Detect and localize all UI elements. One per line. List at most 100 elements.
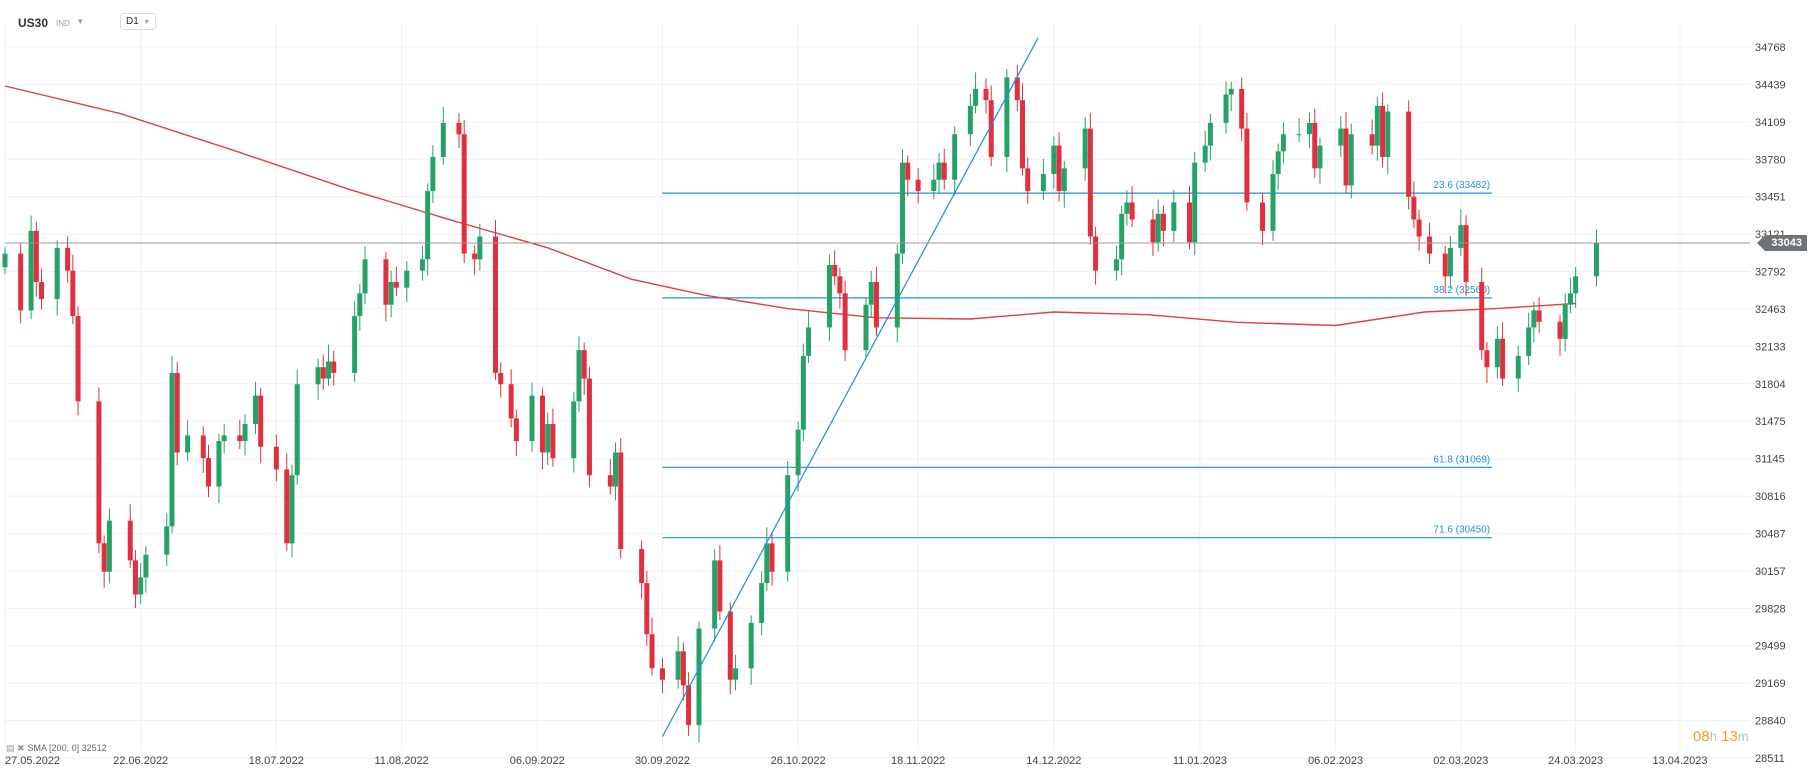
candle-body [1280, 134, 1286, 152]
candle-body [1093, 236, 1099, 271]
y-tick-label: 31145 [1755, 454, 1785, 466]
candle-body [967, 105, 973, 135]
candle-body [513, 418, 519, 442]
candle-body [383, 259, 389, 305]
candle-body [284, 469, 290, 544]
countdown-hours: 08 [1693, 728, 1710, 745]
candle-body [539, 395, 545, 453]
candle-body [988, 100, 994, 157]
candle-body [639, 549, 645, 584]
candle-body [1312, 122, 1318, 169]
candle-body [873, 281, 879, 328]
candle-body [75, 316, 81, 402]
candle-body [983, 88, 989, 101]
y-tick-label: 29169 [1755, 678, 1786, 690]
candle-body [1385, 111, 1391, 157]
candle-body [1442, 253, 1448, 277]
candle-body [1526, 327, 1532, 356]
candle-body [717, 560, 723, 612]
settings-icon[interactable]: ▤ ✖ [6, 743, 25, 753]
candle-body [1119, 213, 1125, 260]
candle-body [456, 122, 462, 135]
candle-body [143, 554, 149, 578]
countdown-minutes: 13 [1721, 728, 1738, 745]
candle-body [1187, 202, 1193, 243]
symbol-label[interactable]: US30 [18, 16, 49, 30]
candle-body [1411, 196, 1417, 220]
candle-body [842, 293, 848, 351]
candle-body [273, 446, 279, 470]
candle-body [837, 276, 843, 294]
y-tick-label: 29828 [1755, 603, 1786, 615]
candle-body [795, 429, 801, 476]
candle-body [1296, 134, 1302, 136]
candle-body [472, 253, 478, 260]
candle-body [675, 651, 681, 680]
candle-body [941, 162, 947, 180]
candle-body [748, 622, 754, 669]
candle-body [169, 372, 175, 527]
market-dropdown-icon[interactable]: ▾ [78, 16, 83, 26]
candle-body [1463, 225, 1469, 282]
candle-body [331, 361, 337, 373]
candle-body [185, 435, 191, 453]
candle-body [1124, 202, 1130, 214]
current-price-tag: 33043 [1757, 235, 1807, 252]
fib-level-label: 71.6 (30450) [1433, 525, 1490, 536]
candle-body [1087, 128, 1093, 237]
candle-body [581, 350, 587, 379]
candle-body [1307, 122, 1313, 135]
candle-body [576, 350, 582, 402]
candle-body [659, 668, 665, 680]
candle-body [1479, 281, 1485, 351]
candle-body [440, 122, 446, 157]
candle-body [607, 475, 613, 487]
candle-body [973, 88, 979, 106]
sma-line [4, 85, 1576, 327]
candle-body [206, 458, 212, 487]
candle-body [294, 384, 300, 476]
candle-body [352, 316, 358, 373]
candle-body [289, 475, 295, 544]
candle-body [863, 304, 869, 351]
candle-body [138, 577, 144, 595]
x-tick-label: 18.11.2022 [891, 755, 945, 767]
candle-body [28, 230, 34, 311]
candlesticks [2, 64, 1600, 743]
candle-body [712, 560, 718, 629]
candle-body [545, 424, 551, 453]
y-tick-label: 33780 [1755, 154, 1786, 166]
candle-body [764, 543, 770, 584]
candle-body [508, 384, 514, 419]
countdown-hours-unit: h [1709, 729, 1717, 744]
candle-body [759, 583, 765, 623]
timeframe-dropdown[interactable]: D1 ▾ [120, 13, 156, 30]
indicator-legend[interactable]: ▤ ✖ SMA [200, 0] 32512 [6, 743, 107, 754]
x-tick-label: 24.03.2023 [1548, 755, 1603, 767]
fib-level-label: 23.6 (33482) [1433, 180, 1490, 191]
candle-body [1484, 350, 1490, 368]
market-label: IND [56, 19, 70, 28]
candle-body [1380, 105, 1386, 157]
y-tick-label: 29499 [1755, 641, 1786, 653]
candle-body [393, 281, 399, 288]
candle-body [905, 162, 911, 180]
candle-body [1004, 77, 1010, 157]
candle-body [1239, 88, 1245, 129]
candle-body [1051, 145, 1057, 175]
candle-body [430, 156, 436, 192]
candle-body [498, 372, 504, 385]
candle-body [800, 355, 806, 430]
trend-line[interactable] [661, 37, 1039, 737]
fibonacci-retracement[interactable]: 23.6 (33482) 38.2 (32560) 61.8 (31069) 71.6… [662, 180, 1493, 539]
candle-body [242, 424, 248, 442]
x-tick-label: 02.03.2023 [1433, 755, 1488, 767]
timeframe-label: D1 [126, 16, 139, 27]
x-tick-label: 18.07.2022 [249, 755, 304, 767]
candle-body [649, 634, 655, 669]
candle-body [1228, 88, 1234, 95]
y-tick-label: 34109 [1755, 117, 1786, 129]
candle-body [1260, 202, 1266, 231]
candle-body [70, 270, 76, 317]
